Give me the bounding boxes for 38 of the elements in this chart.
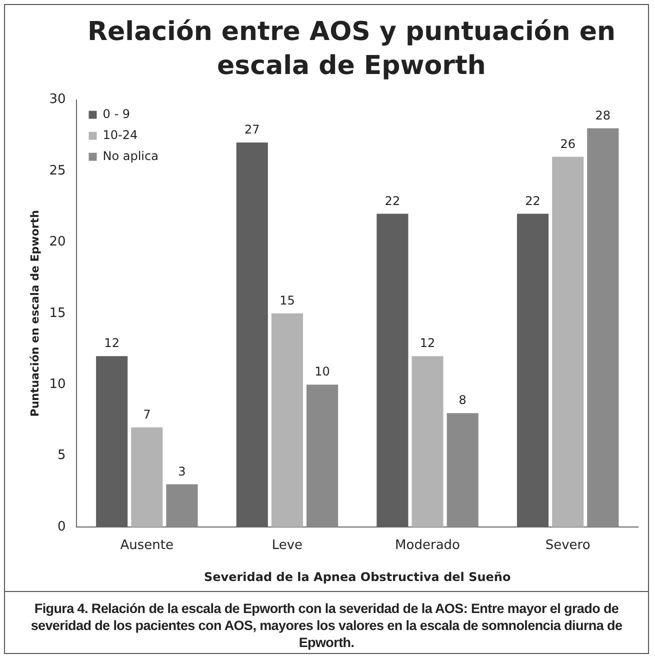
data-label: 27 [244, 122, 260, 137]
x-tick-label: Leve [272, 538, 303, 554]
bar [271, 313, 303, 527]
bar [552, 156, 584, 527]
bar [412, 356, 444, 527]
legend-label: No aplica [102, 148, 158, 163]
data-label: 12 [420, 336, 436, 350]
x-tick-label: Moderado [395, 538, 460, 554]
y-tick-label: 0 [57, 519, 66, 534]
text: Figura 4. Relación de la escala de Epworth con la severidad de la AOS: Entre mayor el grado de severidad de los pacientes con AOS, mayores los valores en la escala de somnolencia diurna de Epworth. [5, 591, 648, 651]
data-label: 3 [178, 464, 186, 478]
bar [166, 484, 198, 527]
y-tick-label: 5 [57, 448, 66, 464]
x-tick-label: Ausente [120, 538, 174, 554]
data-label: 10 [314, 364, 330, 379]
chart-title: Relación entre AOS y puntuación en escala de Epworth [86, 16, 616, 83]
legend-label: 10-24 [102, 128, 138, 142]
data-label: 8 [458, 393, 466, 408]
y-tick-label: 25 [49, 163, 66, 178]
y-tick-label: 20 [49, 234, 66, 250]
data-label: 7 [143, 407, 151, 422]
x-axis-title: Severidad de la Apnea Obstructiva del Sueño [204, 570, 511, 584]
y-tick-label: 30 [49, 92, 66, 108]
bar [306, 384, 338, 527]
legend-label: 0 - 9 [102, 106, 130, 121]
bar [131, 427, 163, 527]
data-label: 12 [104, 336, 120, 350]
y-tick-label: 15 [49, 306, 66, 321]
x-tick-label: Severo [545, 538, 590, 554]
y-axis-title: Puntuación en escala de Epworth [28, 210, 42, 417]
data-label: 15 [280, 294, 295, 308]
data-label: 22 [525, 194, 540, 208]
bar [446, 413, 478, 527]
y-tick-label: 10 [49, 376, 66, 392]
data-label: 28 [595, 108, 611, 122]
bar [587, 128, 619, 527]
data-label: 26 [560, 136, 576, 151]
data-label: 22 [384, 194, 400, 208]
